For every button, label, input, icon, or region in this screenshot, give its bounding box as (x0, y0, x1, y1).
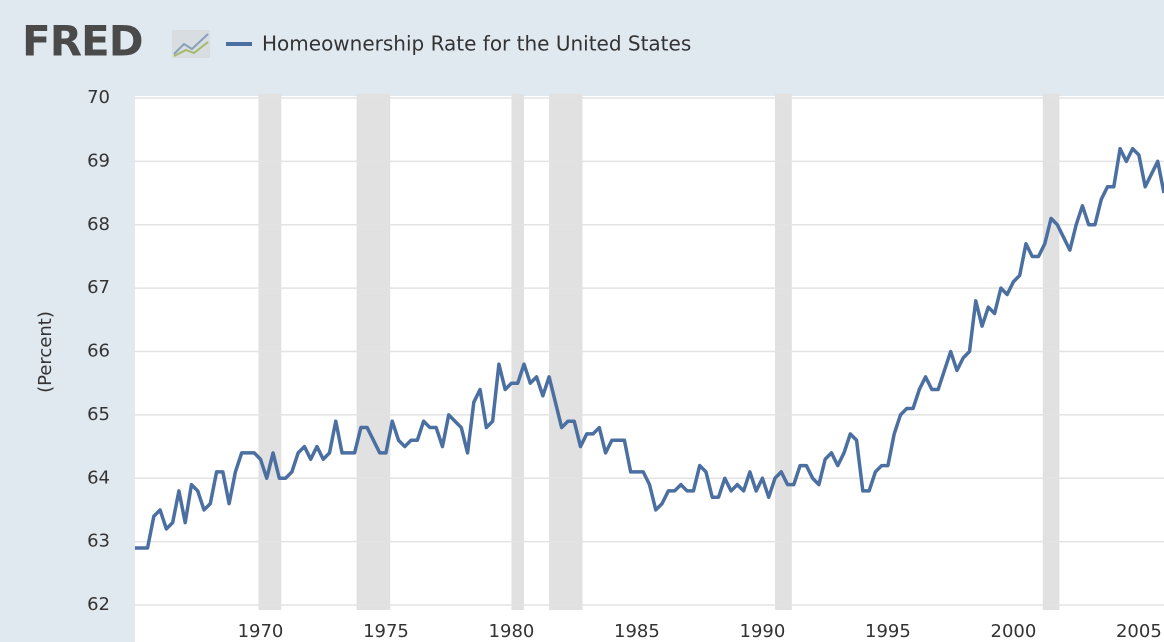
x-tick-label: 1970 (238, 621, 284, 642)
x-tick-label: 1985 (614, 621, 660, 642)
y-tick-label: 68 (87, 214, 110, 235)
fred-logo: FRED (22, 17, 143, 66)
recession-band (1042, 94, 1060, 610)
x-tick-label: 2005 (1116, 621, 1162, 642)
y-tick-label: 66 (87, 341, 110, 362)
y-tick-label: 65 (87, 404, 110, 425)
x-tick-label: 1995 (865, 621, 911, 642)
y-tick-label: 69 (87, 150, 110, 171)
recession-band (356, 94, 391, 610)
data-line (135, 146, 1164, 550)
y-tick-label: 64 (87, 467, 110, 488)
y-tick-label: 62 (87, 594, 110, 615)
recession-band (258, 94, 282, 610)
recession-band (511, 94, 525, 610)
y-tick-label: 67 (87, 277, 110, 298)
x-tick-label: 1975 (363, 621, 409, 642)
recession-band (774, 94, 792, 610)
y-tick-label: 70 (87, 87, 110, 108)
y-tick-label: 63 (87, 531, 110, 552)
y-axis-label: (Percent) (35, 311, 56, 393)
recession-band (549, 94, 583, 610)
legend-label: Homeownership Rate for the United States (262, 32, 691, 56)
logo-icon (172, 30, 210, 58)
x-tick-label: 2000 (991, 621, 1037, 642)
plot-area (135, 96, 1164, 642)
x-tick-label: 1990 (740, 621, 786, 642)
x-tick-label: 1980 (489, 621, 535, 642)
